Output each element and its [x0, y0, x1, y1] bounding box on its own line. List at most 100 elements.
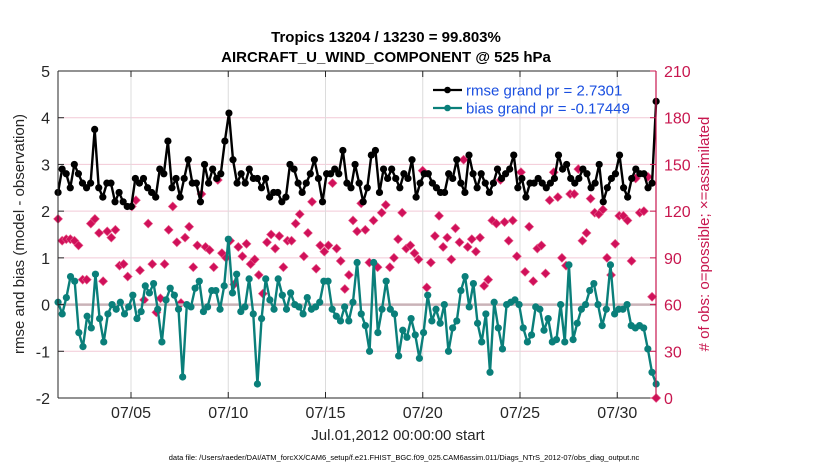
data-point	[331, 165, 339, 173]
data-point	[407, 314, 415, 323]
data-point	[567, 174, 575, 183]
data-point	[95, 314, 104, 323]
data-point	[327, 170, 335, 178]
data-point	[253, 174, 262, 183]
data-point	[518, 174, 526, 183]
y-tick-label: 0	[41, 298, 50, 315]
data-point	[445, 170, 453, 178]
data-point	[453, 156, 461, 164]
data-point	[282, 193, 290, 201]
obs-marker	[475, 232, 485, 243]
obs-marker	[544, 195, 555, 206]
data-point	[482, 310, 490, 318]
data-point	[224, 235, 232, 243]
obs-marker	[540, 268, 551, 279]
obs-marker	[274, 231, 285, 241]
obs-marker	[524, 221, 535, 232]
data-point	[514, 184, 522, 192]
data-point	[225, 109, 233, 117]
obs-marker	[294, 209, 305, 220]
data-point	[361, 321, 370, 330]
data-point	[179, 373, 187, 381]
obs-markers	[53, 154, 662, 403]
data-point	[286, 160, 294, 169]
data-point	[311, 303, 320, 311]
data-point	[83, 312, 91, 320]
data-point	[148, 188, 156, 197]
obs-marker	[413, 254, 424, 265]
data-point	[287, 289, 295, 297]
data-point	[253, 380, 262, 388]
data-point	[274, 275, 282, 283]
data-point	[357, 310, 365, 318]
y-tick-label: 4	[41, 111, 50, 128]
data-point	[432, 305, 440, 313]
data-point	[104, 310, 112, 318]
x-axis-label: Jul.01,2012 00:00:00 start	[311, 427, 485, 444]
data-point	[497, 174, 506, 183]
data-point	[261, 174, 270, 183]
data-point	[66, 184, 74, 192]
y-right-tick-label: 150	[664, 157, 691, 174]
data-point	[602, 305, 610, 313]
data-point	[648, 368, 656, 376]
data-point	[306, 170, 314, 178]
obs-marker	[454, 237, 465, 248]
data-point	[579, 165, 587, 173]
data-point	[489, 179, 498, 187]
obs-marker	[237, 251, 248, 262]
obs-marker	[397, 207, 408, 218]
data-point	[367, 151, 375, 159]
x-axis-ticks: 07/05 07/10 07/15 07/20 07/25 07/30	[111, 71, 637, 422]
data-point	[278, 291, 286, 299]
data-point	[135, 179, 144, 187]
obs-marker	[577, 235, 588, 246]
data-point	[382, 277, 390, 285]
data-point	[440, 188, 449, 197]
data-point	[590, 279, 598, 288]
data-point	[494, 324, 502, 332]
data-point	[156, 165, 164, 173]
data-point	[498, 345, 507, 353]
data-point	[220, 282, 228, 290]
data-point	[510, 151, 518, 159]
y-tick-label: -1	[36, 344, 50, 361]
rmse-series	[54, 97, 660, 211]
obs-marker	[626, 256, 637, 266]
data-point	[87, 324, 95, 332]
obs-marker	[94, 228, 104, 238]
data-point	[486, 368, 494, 376]
obs-marker	[458, 154, 469, 165]
data-point	[540, 326, 548, 334]
data-point	[378, 305, 386, 313]
data-point	[611, 170, 620, 178]
data-point	[428, 317, 436, 325]
y-tick-label: 1	[41, 251, 50, 268]
data-point	[200, 160, 209, 169]
obs-marker	[380, 199, 391, 210]
data-point	[245, 275, 253, 283]
obs-marker	[389, 252, 399, 263]
data-point	[170, 291, 178, 299]
data-point	[565, 261, 573, 269]
data-point	[408, 156, 416, 164]
obs-marker	[159, 259, 170, 270]
data-point	[440, 300, 448, 309]
obs-marker	[180, 232, 190, 243]
data-point	[332, 312, 340, 320]
data-point	[74, 170, 83, 178]
obs-marker	[348, 215, 358, 226]
data-point	[558, 165, 567, 173]
obs-marker	[184, 221, 195, 232]
data-point	[79, 343, 87, 351]
data-point	[552, 336, 561, 344]
data-point	[573, 319, 581, 327]
data-point	[628, 174, 636, 183]
obs-marker	[581, 228, 592, 238]
data-point	[550, 174, 559, 183]
data-point	[493, 165, 502, 173]
data-point	[298, 188, 306, 197]
obs-marker	[622, 215, 633, 226]
data-point	[370, 258, 378, 267]
